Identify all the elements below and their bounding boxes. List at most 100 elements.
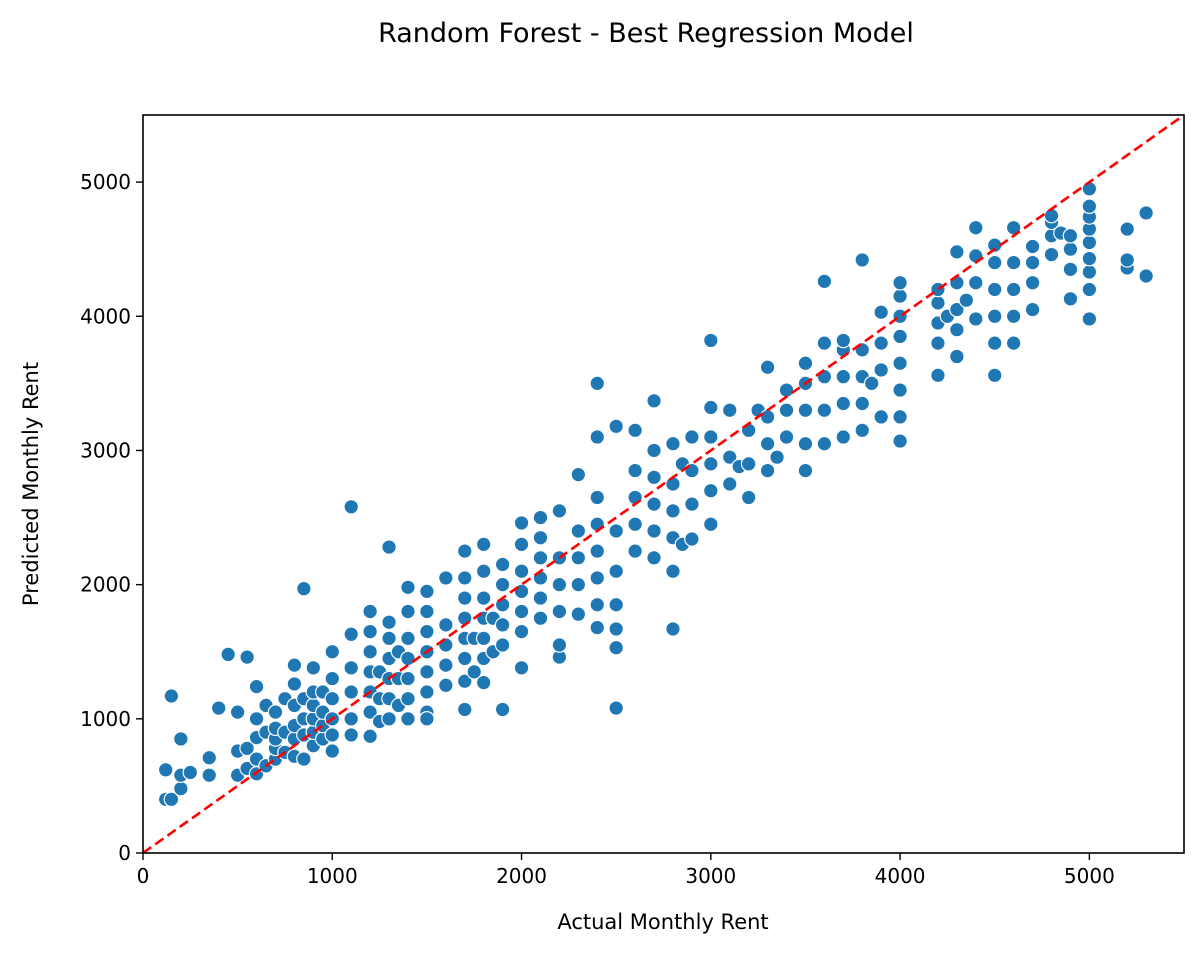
data-point bbox=[362, 623, 378, 640]
data-point bbox=[1119, 221, 1136, 237]
data-point bbox=[684, 462, 700, 479]
data-point bbox=[475, 630, 492, 647]
data-point bbox=[239, 649, 255, 665]
data-point bbox=[608, 418, 624, 435]
data-point bbox=[419, 664, 435, 680]
data-point bbox=[608, 700, 624, 716]
data-point bbox=[1024, 238, 1041, 255]
data-point bbox=[769, 449, 785, 465]
data-point bbox=[513, 563, 530, 580]
data-point bbox=[532, 509, 549, 526]
data-point bbox=[854, 395, 871, 412]
data-point bbox=[438, 677, 454, 694]
data-point bbox=[778, 382, 795, 398]
data-point bbox=[967, 311, 984, 327]
data-point bbox=[551, 576, 568, 593]
y-axis-ticks: 0 1000 2000 3000 4000 5000 bbox=[80, 170, 143, 865]
data-point bbox=[532, 549, 549, 566]
data-point bbox=[248, 678, 265, 695]
data-point bbox=[1024, 301, 1041, 318]
x-axis-label: Actual Monthly Rent bbox=[557, 910, 768, 934]
data-point bbox=[589, 619, 606, 636]
data-point bbox=[986, 281, 1003, 298]
data-point bbox=[456, 610, 473, 626]
data-point bbox=[513, 536, 530, 553]
data-point bbox=[608, 563, 624, 580]
data-point bbox=[892, 409, 908, 425]
data-point bbox=[816, 402, 833, 418]
data-point bbox=[589, 543, 606, 559]
data-point bbox=[1062, 261, 1079, 278]
data-point bbox=[570, 523, 587, 539]
data-point bbox=[305, 660, 322, 676]
data-point bbox=[958, 292, 975, 308]
data-point bbox=[589, 516, 606, 533]
data-point bbox=[381, 711, 397, 727]
data-point bbox=[1081, 234, 1098, 251]
x-axis-ticks: 0 1000 2000 3000 4000 5000 bbox=[137, 853, 1115, 888]
data-point bbox=[1081, 250, 1098, 267]
data-point bbox=[201, 767, 218, 783]
data-point bbox=[456, 570, 473, 586]
data-point bbox=[1081, 311, 1098, 327]
data-point bbox=[930, 335, 946, 351]
data-point bbox=[797, 462, 814, 479]
data-point bbox=[362, 643, 378, 660]
data-point bbox=[1062, 241, 1079, 257]
data-point bbox=[494, 576, 511, 593]
data-point bbox=[173, 731, 189, 747]
data-point bbox=[608, 523, 624, 539]
data-point bbox=[513, 515, 530, 531]
data-point bbox=[797, 402, 814, 418]
data-point bbox=[362, 728, 378, 745]
data-point bbox=[646, 469, 662, 486]
data-point bbox=[400, 690, 416, 707]
data-point bbox=[551, 503, 568, 519]
x-tick-label: 4000 bbox=[875, 864, 926, 888]
data-point bbox=[157, 762, 174, 778]
data-point bbox=[627, 462, 643, 479]
data-point bbox=[438, 617, 454, 633]
points-layer bbox=[157, 181, 1154, 808]
data-point bbox=[1005, 308, 1022, 325]
data-point bbox=[986, 308, 1003, 325]
data-point bbox=[665, 621, 681, 637]
data-point bbox=[400, 711, 416, 727]
data-point bbox=[967, 274, 984, 291]
data-point bbox=[740, 456, 757, 472]
data-point bbox=[665, 476, 681, 492]
data-point bbox=[456, 701, 473, 718]
data-point bbox=[475, 590, 492, 606]
data-point bbox=[419, 711, 435, 727]
data-point bbox=[551, 603, 568, 620]
data-point bbox=[665, 435, 681, 452]
data-point bbox=[570, 466, 587, 483]
data-point bbox=[438, 637, 454, 653]
data-point bbox=[1138, 268, 1154, 284]
data-point bbox=[684, 429, 700, 445]
data-point bbox=[1024, 254, 1041, 271]
data-point bbox=[1005, 281, 1022, 298]
data-point bbox=[494, 556, 511, 573]
data-point bbox=[494, 637, 511, 653]
data-point bbox=[854, 422, 871, 439]
data-point bbox=[589, 375, 606, 392]
data-point bbox=[1043, 246, 1060, 263]
data-point bbox=[324, 690, 341, 707]
data-point bbox=[646, 523, 662, 539]
data-point bbox=[949, 321, 965, 338]
data-point bbox=[296, 751, 312, 767]
data-point bbox=[532, 529, 549, 546]
data-point bbox=[296, 580, 312, 597]
data-point bbox=[570, 576, 587, 593]
data-point bbox=[1119, 252, 1136, 268]
data-point bbox=[854, 342, 871, 358]
data-point bbox=[608, 596, 624, 613]
data-point bbox=[967, 219, 984, 236]
x-tick-label: 3000 bbox=[685, 864, 736, 888]
data-point bbox=[475, 536, 492, 553]
data-point bbox=[248, 711, 265, 727]
data-point bbox=[589, 570, 606, 586]
